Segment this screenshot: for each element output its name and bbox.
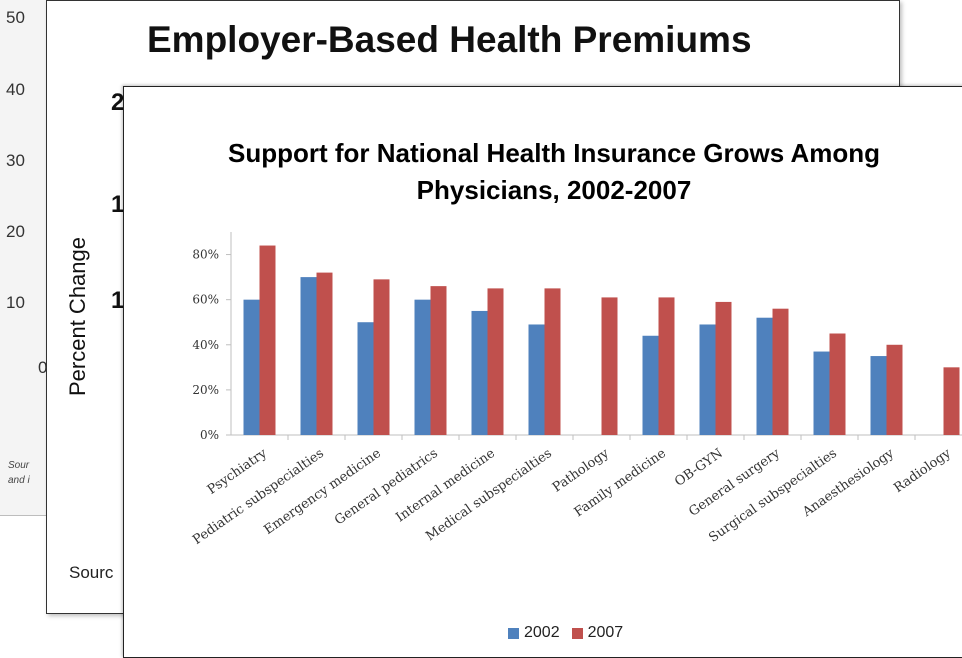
middle-slide-fragment: 1 xyxy=(111,287,125,314)
bar-2007 xyxy=(259,245,276,435)
bar-2007 xyxy=(658,297,675,435)
bar-2002 xyxy=(300,277,317,435)
y-tick-label: 0% xyxy=(200,428,219,442)
middle-slide-fragment: 1 xyxy=(111,191,125,218)
bar-2007 xyxy=(943,367,960,435)
y-tick-label: 80% xyxy=(192,248,219,262)
bar-2002 xyxy=(699,324,716,435)
bar-2002 xyxy=(528,324,545,435)
back-tick-label: 10 xyxy=(6,293,25,312)
bar-2002 xyxy=(243,299,260,435)
back-tick-label: 20 xyxy=(6,222,25,241)
y-tick-label: 20% xyxy=(192,383,219,397)
back-tick-label: 0 xyxy=(38,358,48,377)
bar-2007 xyxy=(601,297,618,435)
chart-legend: 2002 2007 xyxy=(508,624,635,642)
chart-title-line: Physicians, 2002-2007 xyxy=(416,175,692,205)
bar-2002 xyxy=(357,322,374,435)
bar-2007 xyxy=(316,272,333,435)
back-tick-label: 50 xyxy=(6,8,25,27)
chart-title: Support for National Health Insurance Gr… xyxy=(154,135,954,209)
back-tick-label: 30 xyxy=(6,151,25,170)
chart-title-line: Support for National Health Insurance Gr… xyxy=(228,138,880,168)
legend-item-2007: 2007 xyxy=(571,624,624,642)
legend-swatch-2007 xyxy=(571,627,583,639)
bar-2002 xyxy=(870,356,887,435)
bar-2007 xyxy=(829,333,846,435)
bar-2002 xyxy=(813,351,830,435)
y-tick-label: 40% xyxy=(192,338,219,352)
x-category-label: Internal medicine xyxy=(393,446,498,526)
bar-2007 xyxy=(373,279,390,435)
middle-slide-fragment: 2 xyxy=(111,89,125,116)
bar-2007 xyxy=(430,286,447,435)
back-source-line: and i xyxy=(8,475,30,486)
bar-2002 xyxy=(471,310,488,435)
middle-slide-title: Employer-Based Health Premiums xyxy=(147,19,752,60)
back-tick-label: 40 xyxy=(6,80,25,99)
x-category-label: OB-GYN xyxy=(672,446,726,490)
bar-2007 xyxy=(886,344,903,435)
legend-item-2002: 2002 xyxy=(508,624,560,642)
middle-slide-y-axis-label: Percent Change xyxy=(65,237,90,396)
bar-2007 xyxy=(772,308,789,435)
y-tick-label: 60% xyxy=(192,293,219,307)
legend-swatch-2002 xyxy=(508,627,519,639)
legend-label-2002: 2002 xyxy=(524,624,560,641)
front-slide: Support for National Health Insurance Gr… xyxy=(123,86,962,658)
x-category-label: Radiology xyxy=(891,446,954,496)
bar-2007 xyxy=(715,301,732,435)
x-category-label: General pediatrics xyxy=(332,446,441,528)
middle-slide-source: Sourc xyxy=(69,563,114,582)
bar-2007 xyxy=(487,288,504,435)
bar-2002 xyxy=(414,299,431,435)
bar-2002 xyxy=(642,335,659,435)
legend-label-2007: 2007 xyxy=(587,624,624,641)
back-source-line: Sour xyxy=(8,460,30,471)
bar-2002 xyxy=(756,317,773,435)
bar-2007 xyxy=(544,288,561,435)
